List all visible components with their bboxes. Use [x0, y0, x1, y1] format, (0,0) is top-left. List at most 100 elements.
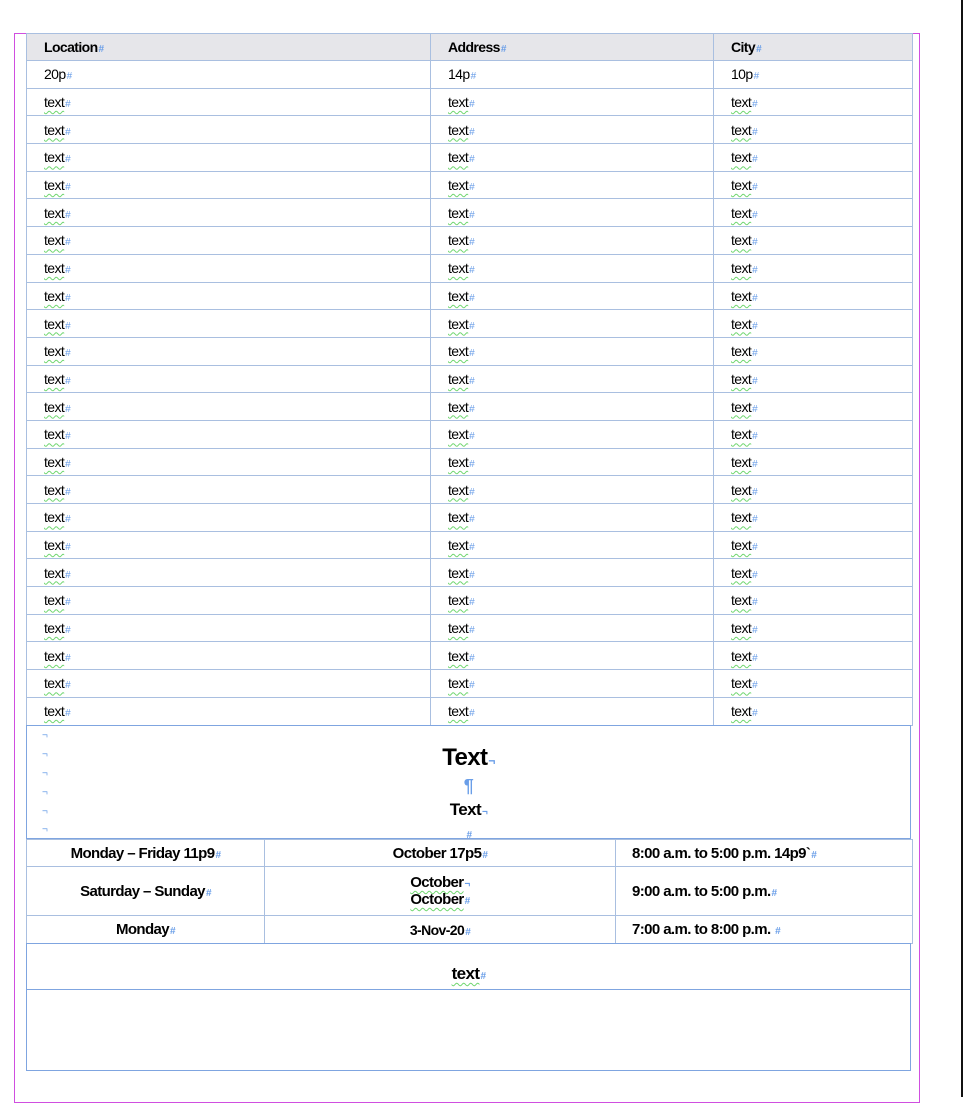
table-cell[interactable]: text# — [430, 115, 714, 145]
table-cell[interactable]: text# — [430, 613, 714, 643]
table-cell[interactable]: text# — [430, 253, 714, 283]
table-cell[interactable]: text# — [26, 558, 431, 588]
table-cell[interactable]: text# — [26, 253, 431, 283]
schedule-dates[interactable]: October¬ October# — [264, 866, 616, 916]
table-cell[interactable]: text# — [430, 198, 714, 228]
schedule-hours[interactable]: 9:00 a.m. to 5:00 p.m.# — [615, 866, 913, 916]
table-cell[interactable]: text# — [430, 226, 714, 255]
table-cell[interactable]: 14p# — [430, 60, 714, 89]
empty-frame[interactable] — [26, 989, 911, 1071]
table-cell[interactable]: text# — [430, 281, 714, 311]
table-cell[interactable]: text# — [26, 641, 431, 671]
table-cell[interactable]: text# — [430, 143, 714, 172]
cell-text: text — [44, 481, 65, 498]
table-cell[interactable]: 10p# — [713, 60, 913, 89]
cell-text: text — [448, 564, 469, 581]
table-cell[interactable]: text# — [26, 669, 431, 698]
cell-text: text — [44, 620, 65, 637]
header-location[interactable]: Location# — [26, 33, 431, 61]
table-cell[interactable]: text# — [26, 226, 431, 255]
cell-text: text — [44, 287, 65, 304]
table-cell[interactable]: text# — [713, 475, 913, 504]
table-cell[interactable]: text# — [713, 641, 913, 671]
header-address[interactable]: Address# — [430, 33, 714, 61]
cell-text: text — [731, 94, 752, 111]
table-cell[interactable]: text# — [430, 696, 714, 726]
table-cell[interactable]: text# — [26, 115, 431, 145]
table-cell[interactable]: text# — [26, 475, 431, 504]
table-cell[interactable]: text# — [26, 170, 431, 200]
table-cell[interactable]: text# — [430, 447, 714, 477]
table-cell[interactable]: text# — [430, 419, 714, 449]
table-cell[interactable]: text# — [26, 447, 431, 477]
table-cell[interactable]: text# — [713, 309, 913, 338]
table-cell[interactable]: text# — [26, 281, 431, 311]
table-cell[interactable]: text# — [713, 530, 913, 560]
table-cell[interactable]: text# — [26, 364, 431, 394]
table-cell[interactable]: text# — [713, 115, 913, 145]
schedule-hours[interactable]: 8:00 a.m. to 5:00 p.m. 14p9`# — [615, 839, 913, 867]
table-cell[interactable]: text# — [713, 586, 913, 615]
table-cell[interactable]: text# — [713, 392, 913, 421]
table-cell[interactable]: text# — [26, 613, 431, 643]
table-cell[interactable]: text# — [713, 336, 913, 366]
heading-frame[interactable]: ¬ ¬ ¬ ¬ ¬ ¬ Text¬ ¶ Text¬ # — [26, 725, 911, 841]
table-cell[interactable]: text# — [430, 586, 714, 615]
column-width-row: 20p# 14p# 10p# — [26, 60, 913, 89]
cell-text: text — [448, 703, 469, 720]
footer-frame[interactable]: text# — [26, 943, 911, 990]
schedule-dates[interactable]: October 17p5# — [264, 839, 616, 867]
table-cell[interactable]: text# — [26, 309, 431, 338]
table-cell[interactable]: text# — [713, 503, 913, 532]
table-cell[interactable]: text# — [713, 364, 913, 394]
cell-text: text — [44, 315, 65, 332]
table-cell[interactable]: text# — [430, 475, 714, 504]
table-cell[interactable]: text# — [430, 392, 714, 421]
table-cell[interactable]: text# — [430, 309, 714, 338]
table-cell[interactable]: text# — [713, 669, 913, 698]
table-cell[interactable]: text# — [26, 530, 431, 560]
table-cell[interactable]: text# — [713, 226, 913, 255]
table-cell[interactable]: text# — [430, 558, 714, 588]
table-cell[interactable]: text# — [430, 641, 714, 671]
table-cell[interactable]: text# — [26, 392, 431, 421]
table-cell[interactable]: text# — [713, 143, 913, 172]
table-cell[interactable]: text# — [430, 530, 714, 560]
schedule-row: Saturday – Sunday# October¬ October# 9:00… — [26, 866, 913, 916]
page-edge — [961, 0, 963, 1097]
schedule-dates[interactable]: 3-Nov-20# — [264, 915, 616, 944]
table-cell[interactable]: text# — [713, 87, 913, 117]
table-cell[interactable]: text# — [26, 87, 431, 117]
table-cell[interactable]: text# — [26, 696, 431, 726]
table-cell[interactable]: text# — [430, 170, 714, 200]
table-cell[interactable]: text# — [430, 669, 714, 698]
table-cell[interactable]: text# — [26, 503, 431, 532]
table-cell[interactable]: text# — [26, 198, 431, 228]
header-city[interactable]: City# — [713, 33, 913, 61]
schedule-days[interactable]: Monday# — [26, 915, 265, 944]
table-cell[interactable]: text# — [713, 696, 913, 726]
table-cell[interactable]: text# — [713, 170, 913, 200]
schedule-days[interactable]: Saturday – Sunday# — [26, 866, 265, 916]
schedule-hours[interactable]: 7:00 a.m. to 8:00 p.m. # — [615, 915, 913, 944]
table-cell[interactable]: text# — [713, 447, 913, 477]
table-row: text# text# text# — [26, 253, 913, 283]
table-cell[interactable]: text# — [713, 198, 913, 228]
table-row: text# text# text# — [26, 392, 913, 421]
table-cell[interactable]: text# — [713, 558, 913, 588]
table-cell[interactable]: text# — [26, 419, 431, 449]
schedule-days[interactable]: Monday – Friday 11p9# — [26, 839, 265, 867]
table-cell[interactable]: text# — [713, 419, 913, 449]
table-cell[interactable]: text# — [430, 503, 714, 532]
table-cell[interactable]: text# — [430, 87, 714, 117]
table-cell[interactable]: text# — [26, 336, 431, 366]
heading-subtitle: Text¬ — [449, 800, 488, 819]
table-cell[interactable]: text# — [26, 143, 431, 172]
table-cell[interactable]: text# — [713, 253, 913, 283]
table-cell[interactable]: text# — [26, 586, 431, 615]
table-cell[interactable]: text# — [713, 613, 913, 643]
table-cell[interactable]: 20p# — [26, 60, 431, 89]
table-cell[interactable]: text# — [713, 281, 913, 311]
table-cell[interactable]: text# — [430, 364, 714, 394]
table-cell[interactable]: text# — [430, 336, 714, 366]
